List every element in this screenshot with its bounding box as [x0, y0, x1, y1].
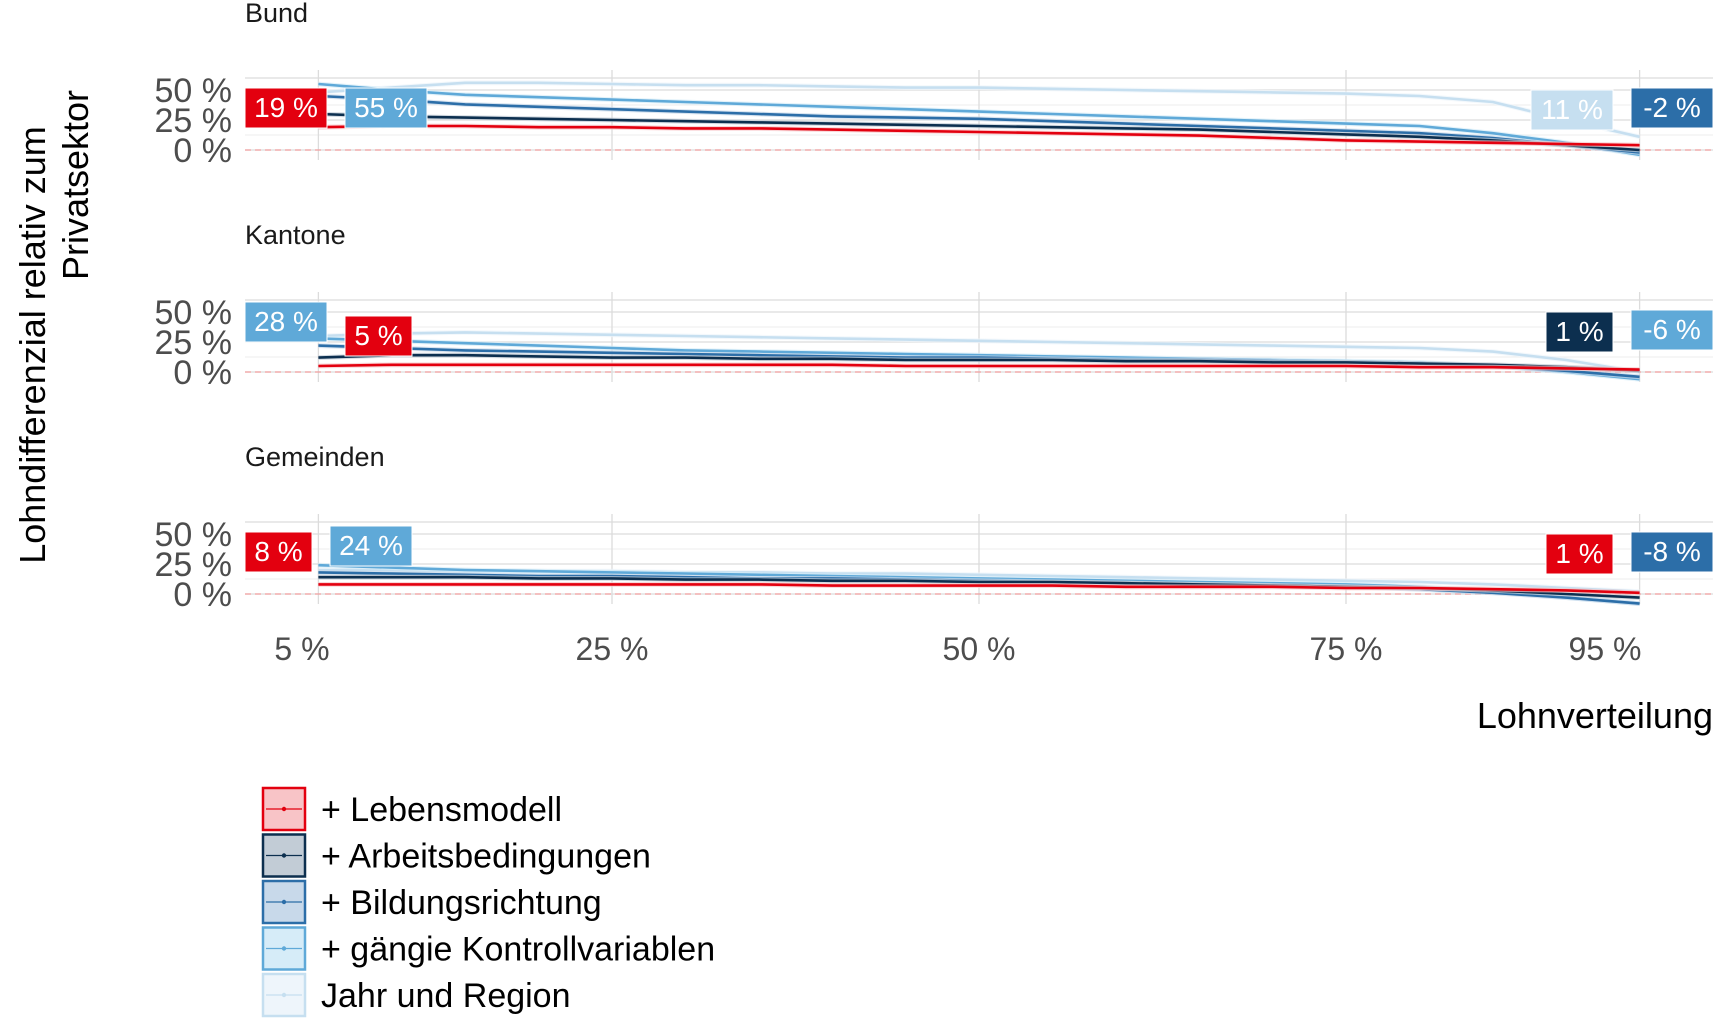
value-label-box: [1630, 309, 1714, 351]
series-line: [318, 353, 1640, 373]
series-ribbon: [318, 93, 1640, 155]
x-tick-label: 50 %: [943, 631, 1016, 667]
value-label-box: [1630, 87, 1714, 129]
value-label-box: [1545, 533, 1614, 575]
series-line: [318, 124, 1640, 147]
y-tick-label: 0 %: [173, 576, 232, 614]
panel-series: [318, 80, 1640, 158]
x-tick-label: 95 %: [1569, 631, 1642, 667]
value-label-box: [1545, 311, 1614, 353]
series-ribbon: [318, 574, 1640, 600]
panel-value-labels: 19 % 55 % 11 % -2 %: [244, 87, 1714, 131]
legend-item: + Arbeitsbedingungen: [261, 833, 651, 878]
y-tick-label: 0 %: [173, 354, 232, 392]
series-ribbon: [318, 336, 1640, 382]
y-axis-title-line-2: Privatsektor: [55, 90, 96, 280]
series-line: [318, 82, 1640, 157]
value-label-box: [1530, 89, 1614, 131]
panel-bund: Bund 0 %25 %50 % 19 % 55 % 11 % -2 %: [155, 0, 1714, 170]
legend-item: Jahr und Region: [261, 972, 571, 1018]
panel-series: [318, 562, 1640, 606]
y-tick-label: 25 %: [155, 546, 233, 584]
series-ribbon: [318, 123, 1640, 148]
value-label-box: [244, 531, 313, 573]
series-line: [318, 94, 1640, 154]
y-axis-title-group: Lohndifferenzial relativ zum Privatsektor: [12, 90, 96, 564]
x-axis: 5 % 25 % 50 % 75 % 95 %: [274, 631, 1641, 667]
value-label: -6 %: [1643, 314, 1701, 345]
panel-kantone: Kantone 0 %25 %50 % 28 % 5 % 1 % -6 %: [155, 220, 1714, 392]
y-tick-label: 0 %: [173, 132, 232, 170]
y-tick-label: 25 %: [155, 102, 233, 140]
value-label: 8 %: [254, 536, 302, 567]
series-line: [318, 583, 1640, 595]
x-axis-title: Lohnverteilung: [1477, 695, 1713, 736]
value-label: 28 %: [254, 306, 318, 337]
legend-label: Jahr und Region: [321, 977, 571, 1015]
legend-key-point: [281, 899, 287, 905]
series-ribbon: [318, 80, 1640, 140]
value-label: 1 %: [1555, 316, 1603, 347]
value-label: 11 %: [1541, 94, 1603, 125]
legend-item: + Lebensmodell: [261, 786, 562, 832]
legend-item: + Bildungsrichtung: [261, 879, 602, 925]
value-label-box: [329, 525, 413, 567]
x-tick-label: 25 %: [576, 631, 649, 667]
value-label-box: [344, 87, 428, 129]
value-label-box: [1630, 531, 1714, 573]
value-label: 5 %: [354, 320, 402, 351]
value-label: 1 %: [1555, 538, 1603, 569]
legend-key-point: [281, 992, 287, 998]
series-ribbon: [318, 330, 1640, 375]
facet-title: Gemeinden: [245, 442, 385, 472]
y-tick-label: 50 %: [155, 294, 233, 332]
legend-label: + Arbeitsbedingungen: [321, 838, 651, 876]
panel-value-labels: 28 % 5 % 1 % -6 %: [244, 301, 1714, 357]
facet-title: Bund: [245, 0, 308, 28]
value-label: -2 %: [1643, 92, 1701, 123]
legend-label: + Bildungsrichtung: [321, 884, 602, 922]
legend: + Lebensmodell + Arbeitsbedingungen + Bild…: [261, 786, 715, 1018]
value-label: 55 %: [354, 92, 418, 123]
panel-gemeinden: Gemeinden 0 %25 %50 % 8 % 24 % 1 % -8 %: [155, 442, 1714, 614]
panel-value-labels: 8 % 24 % 1 % -8 %: [244, 525, 1714, 575]
legend-key-point: [281, 946, 287, 951]
series-line: [318, 112, 1640, 152]
series-line: [318, 81, 1640, 139]
legend-label: + Lebensmodell: [321, 791, 562, 829]
value-label: 24 %: [339, 530, 403, 561]
legend-label: + gängie Kontrollvariablen: [321, 931, 715, 969]
value-label: 19 %: [254, 92, 318, 123]
series-line: [318, 363, 1640, 371]
y-tick-label: 50 %: [155, 516, 233, 554]
value-label: -8 %: [1643, 536, 1701, 567]
series-line: [318, 331, 1640, 374]
x-tick-label: 75 %: [1310, 631, 1383, 667]
facet-title: Kantone: [245, 220, 346, 250]
x-tick-label: 5 %: [274, 631, 329, 667]
y-axis-title-line-1: Lohndifferenzial relativ zum: [12, 126, 53, 564]
y-tick-label: 50 %: [155, 72, 233, 110]
legend-key-point: [281, 806, 287, 812]
panel-series: [318, 330, 1640, 382]
value-label-box: [344, 315, 413, 357]
value-label-box: [244, 87, 328, 129]
value-label-box: [244, 301, 328, 343]
legend-key-point: [281, 853, 287, 858]
y-tick-label: 25 %: [155, 324, 233, 362]
legend-item: + gängie Kontrollvariablen: [261, 926, 715, 971]
